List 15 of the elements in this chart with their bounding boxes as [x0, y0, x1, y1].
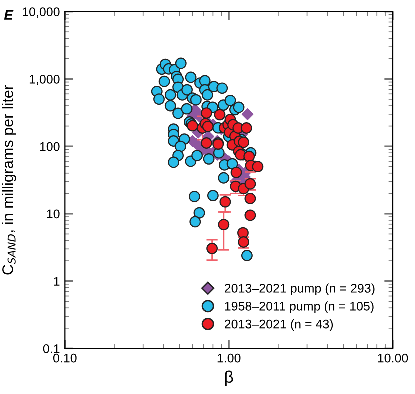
x-tick-label: 0.10 — [53, 354, 77, 363]
y-tick-label: 10 — [47, 210, 60, 219]
y-tick-label: 0.1 — [43, 344, 60, 354]
y-tick-label: 10,000 — [23, 8, 60, 18]
x-tick-label: 10.00 — [378, 354, 408, 363]
y-axis-title: C$_{SAND}$, in milligrams per liter — [2, 85, 16, 275]
chart-title: E — [4, 10, 14, 20]
y-tick-label: 1,000 — [30, 74, 60, 86]
y-tick-label: 1 — [54, 277, 60, 286]
legend-label: 2013–2021 (n = 43) — [224, 320, 334, 332]
legend-label: 2013–2021 pump (n = 293) — [224, 284, 375, 296]
x-tick-label: 1.00 — [218, 354, 241, 363]
x-axis-title: β — [225, 370, 234, 386]
legend-label: 1958–2011 pump (n = 105) — [225, 302, 374, 314]
y-tick-label: 100 — [40, 142, 60, 152]
